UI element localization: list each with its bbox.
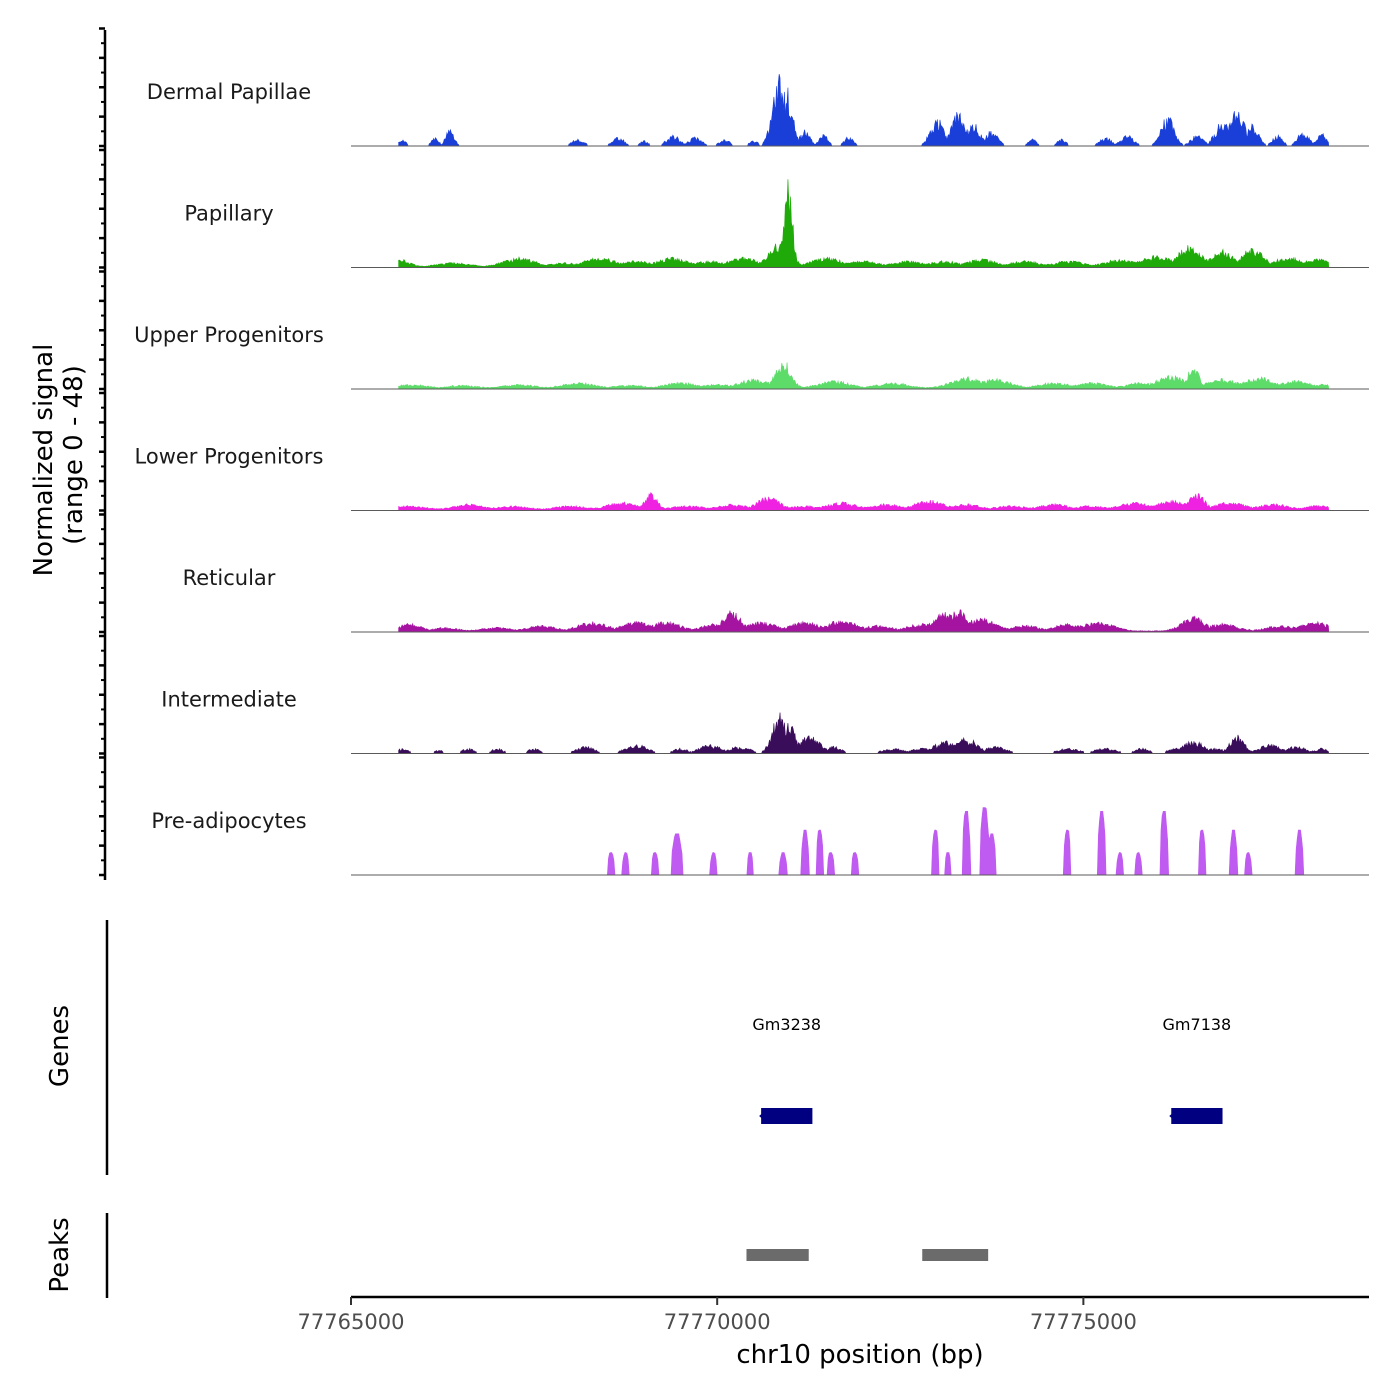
track-reticular: Reticular [183, 566, 1369, 633]
track-label: Dermal Papillae [147, 80, 311, 104]
genes-track: Genes Gm3238 Gm7138 [45, 920, 1231, 1175]
coverage-area [398, 74, 1330, 147]
coverage-y-axis [99, 27, 107, 880]
gene-strand-arrow [1169, 1110, 1177, 1122]
peaks-track: Peaks [45, 1213, 989, 1298]
gene-body [761, 1108, 813, 1124]
track-dermal-papillae: Dermal Papillae [147, 74, 1369, 147]
track-label: Papillary [184, 202, 273, 226]
gene-label: Gm3238 [752, 1015, 821, 1034]
coverage-tracks: Dermal Papillae Papillary Upper Progenitor… [134, 74, 1369, 876]
y-axis-title: Normalized signal [29, 344, 59, 577]
gene-label: Gm7138 [1163, 1015, 1232, 1034]
gene-gm7138: Gm7138 [1163, 1015, 1232, 1124]
y-axis-range-label: (range 0 - 48) [59, 365, 89, 545]
track-label: Upper Progenitors [134, 323, 324, 347]
track-label: Pre-adipocytes [151, 809, 306, 833]
track-label: Intermediate [161, 688, 297, 712]
coverage-area [398, 179, 1330, 268]
coverage-area [398, 492, 1330, 511]
genes-track-label: Genes [45, 1005, 75, 1087]
peaks-track-label: Peaks [45, 1217, 75, 1292]
x-tick-label: 77765000 [298, 1310, 405, 1334]
coverage-area [398, 609, 1330, 633]
track-pre-adipocytes: Pre-adipocytes [151, 807, 1369, 876]
coverage-area [398, 712, 1330, 755]
track-label: Reticular [183, 566, 276, 590]
gene-body [1171, 1108, 1223, 1124]
x-axis: 77765000 77770000 77775000 chr10 position … [298, 1295, 1369, 1370]
gene-gm3238: Gm3238 [752, 1015, 821, 1124]
peak-region [746, 1249, 809, 1261]
x-axis-ticks: 77765000 77770000 77775000 [298, 1297, 1137, 1334]
x-tick-label: 77770000 [664, 1310, 771, 1334]
track-papillary: Papillary [184, 179, 1369, 268]
track-upper-progenitors: Upper Progenitors [134, 323, 1369, 390]
gene-strand-arrow [759, 1110, 767, 1122]
track-intermediate: Intermediate [161, 688, 1369, 755]
x-axis-title: chr10 position (bp) [736, 1340, 983, 1370]
peak-region-items [746, 1249, 989, 1261]
x-tick-label: 77775000 [1030, 1310, 1137, 1334]
coverage-area [398, 807, 1329, 876]
track-label: Lower Progenitors [135, 445, 324, 469]
track-lower-progenitors: Lower Progenitors [135, 445, 1369, 511]
gene-items: Gm3238 Gm7138 [752, 1015, 1231, 1124]
peak-region [922, 1249, 989, 1261]
coverage-area [398, 362, 1330, 390]
